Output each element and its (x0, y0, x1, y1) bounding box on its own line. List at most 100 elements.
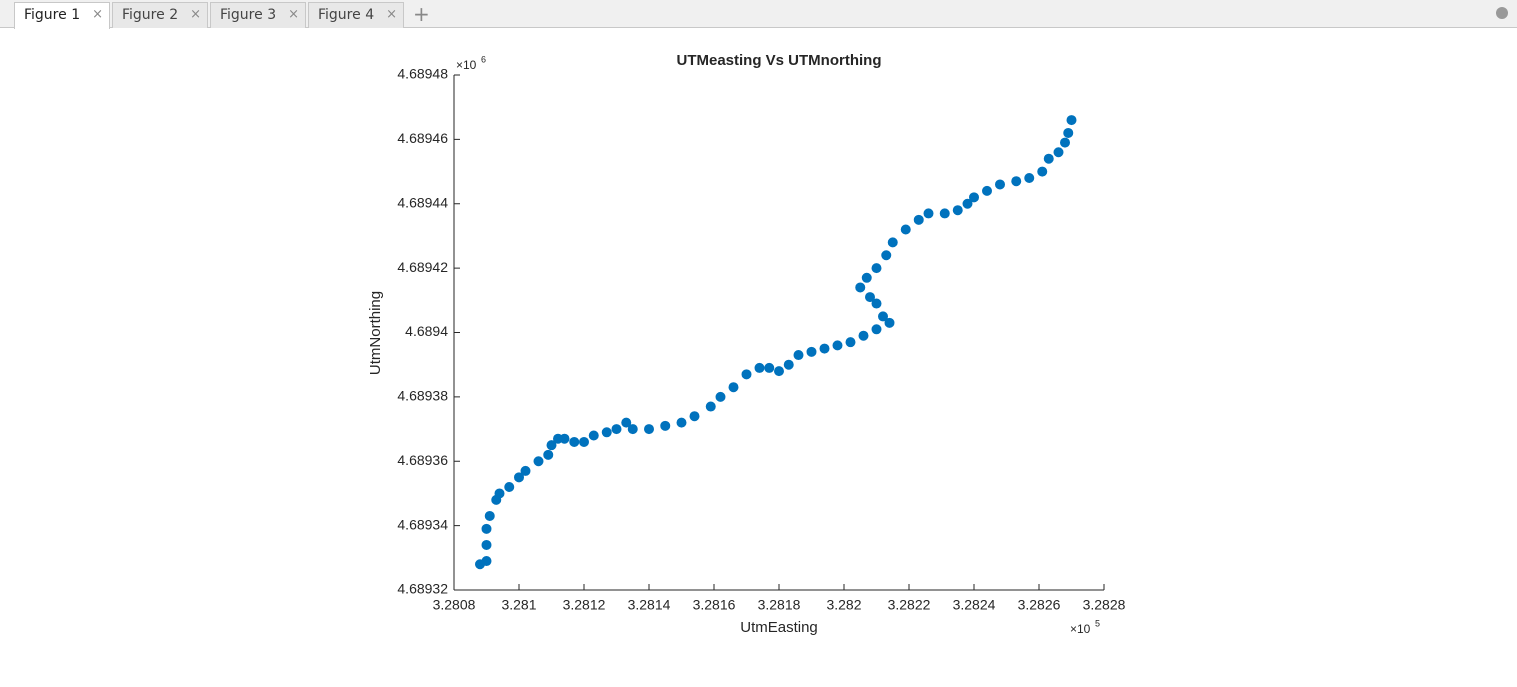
point (481, 556, 492, 567)
point (858, 330, 869, 341)
point (855, 282, 866, 293)
point (484, 510, 495, 521)
x-tick-label: 3.2824 (953, 597, 996, 613)
point (793, 350, 804, 361)
x-tick-label: 3.281 (501, 597, 536, 613)
point (1053, 147, 1064, 158)
point (705, 401, 716, 412)
point (913, 214, 924, 225)
point (819, 343, 830, 354)
point (995, 179, 1005, 190)
point (952, 205, 963, 216)
point (728, 382, 739, 393)
point (601, 427, 612, 438)
point (806, 346, 817, 357)
point (764, 362, 775, 373)
close-icon[interactable]: × (190, 7, 201, 22)
x-tick-label: 3.2828 (1083, 597, 1126, 613)
close-icon[interactable]: × (386, 7, 397, 22)
point (1024, 173, 1035, 183)
point (871, 263, 882, 274)
point (644, 424, 654, 435)
tab-label: Figure 1 (24, 7, 81, 23)
y-tick-label: 4.68932 (397, 581, 448, 597)
tab-label: Figure 4 (318, 7, 375, 23)
tab[interactable]: Figure 1 × (14, 2, 110, 29)
y-tick-label: 4.68948 (397, 66, 448, 82)
x-tick-label: 3.2814 (628, 597, 671, 613)
point (754, 362, 765, 373)
tab[interactable]: Figure 4 × (308, 2, 404, 28)
point (900, 224, 911, 235)
tab[interactable]: Figure 2 × (112, 2, 208, 28)
point (881, 250, 892, 261)
y-axis-label: UtmNorthing (367, 291, 384, 375)
point (660, 420, 671, 431)
point (579, 436, 589, 447)
tab[interactable]: Figure 3 × (210, 2, 306, 28)
point (969, 192, 979, 203)
point (520, 465, 531, 476)
close-icon[interactable]: × (92, 7, 103, 22)
point (533, 456, 544, 467)
point (481, 523, 492, 534)
point (774, 366, 784, 377)
point (865, 292, 875, 303)
chart-title: UTMeasting Vs UTMnorthing (677, 52, 882, 69)
x-tick-label: 3.2808 (433, 597, 476, 613)
x-tick-label: 3.2826 (1018, 597, 1061, 613)
chart: UTMeasting Vs UTMnorthing UtmEasting Utm… (367, 52, 1126, 636)
x-tick-label: 3.2812 (563, 597, 606, 613)
x-tick-label: 3.2818 (758, 597, 801, 613)
point (627, 424, 638, 435)
point (569, 436, 580, 447)
y-tick-label: 4.68946 (397, 130, 448, 146)
point (861, 272, 872, 283)
point (1037, 166, 1048, 177)
close-icon[interactable]: × (288, 7, 299, 22)
point (1011, 176, 1022, 187)
point (878, 311, 888, 322)
y-tick-label: 4.68934 (397, 516, 448, 532)
x-tick-label: 3.282 (826, 597, 861, 613)
point (715, 391, 726, 402)
y-tick-label: 4.6894 (405, 323, 448, 339)
x-exponent: 5 (1095, 618, 1100, 628)
point (1043, 153, 1054, 164)
tab-bar: Figure 1 × Figure 2 × Figure 3 × Figure 4 × … (0, 0, 1517, 29)
add-tab[interactable]: + (413, 2, 430, 26)
x-axis-label: UtmEasting (740, 619, 818, 636)
point (1060, 137, 1070, 148)
point (962, 198, 973, 209)
point (741, 369, 752, 380)
y-tick-label: 4.68936 (397, 452, 448, 468)
y-tick-label: 4.68942 (397, 259, 448, 275)
tab-label: Figure 3 (220, 7, 277, 23)
x-tick-label: 3.2816 (693, 597, 736, 613)
point (504, 482, 515, 492)
point (543, 449, 554, 460)
tab-label: Figure 2 (122, 7, 179, 23)
x-multiplier: ×10 (1070, 622, 1091, 636)
point (676, 417, 687, 428)
point (939, 208, 950, 219)
y-exponent: 6 (481, 54, 486, 64)
y-tick-label: 4.68944 (397, 194, 448, 210)
point (884, 317, 895, 328)
y-multiplier: ×10 (456, 58, 477, 72)
point (887, 237, 898, 248)
point (588, 430, 599, 441)
point (871, 298, 882, 309)
point (1063, 127, 1074, 138)
point (1066, 115, 1077, 126)
point (982, 185, 992, 196)
x-tick-label: 3.2822 (888, 597, 931, 613)
point (871, 324, 882, 335)
point (514, 472, 524, 483)
y-tick-label: 4.68938 (397, 388, 448, 404)
menu-button[interactable] (1496, 7, 1508, 19)
point (611, 424, 622, 435)
point (783, 359, 794, 370)
point (621, 417, 632, 428)
point (494, 488, 505, 499)
